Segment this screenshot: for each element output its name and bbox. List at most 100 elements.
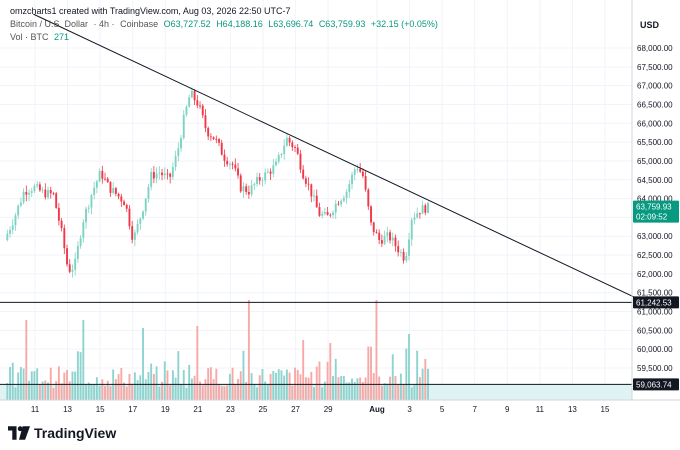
- symbol-legend[interactable]: Bitcoin / U.S. Dollar · 4h · Coinbase O6…: [10, 18, 441, 30]
- candle-body: [394, 237, 397, 247]
- volume-bar: [280, 370, 283, 400]
- volume-bar: [131, 383, 134, 400]
- y-tick-label: 68,000.00: [637, 44, 673, 53]
- tradingview-logo[interactable]: TradingView: [8, 425, 116, 441]
- volume-bar: [424, 358, 427, 400]
- volume-bar: [19, 367, 22, 400]
- volume-bar: [152, 373, 155, 400]
- volume-bar: [416, 350, 419, 400]
- candle-body: [370, 206, 372, 223]
- candle-body: [397, 246, 400, 253]
- x-tick-label: 21: [193, 405, 202, 414]
- candle-body: [408, 239, 410, 256]
- volume-bar: [142, 328, 144, 400]
- volume-legend[interactable]: Vol · BTC 271: [10, 31, 72, 43]
- volume-bar: [30, 371, 33, 400]
- volume-bar: [6, 383, 9, 400]
- drawn-lines[interactable]: [0, 13, 642, 385]
- volume-bar: [345, 382, 348, 400]
- volume-bar: [334, 358, 337, 400]
- candle-body: [188, 97, 191, 107]
- candle-body: [47, 190, 49, 198]
- candle-body: [49, 190, 52, 194]
- x-tick-label: Aug: [369, 405, 385, 414]
- volume-bar: [418, 377, 421, 400]
- horizontal-line-tag-label: 61,242.53: [636, 298, 672, 307]
- price-axis[interactable]: 68,000.00 67,500.00 67,000.00 66,500.00 66,0…: [637, 44, 673, 373]
- volume-bar: [332, 376, 334, 400]
- volume-bar: [234, 383, 237, 400]
- volume-bar: [104, 385, 106, 400]
- volume-bar: [370, 346, 372, 400]
- tradingview-logo-icon: [8, 426, 30, 440]
- volume-bar: [359, 377, 362, 400]
- y-tick-label: 59,500.00: [637, 364, 673, 373]
- volume-bar: [11, 362, 14, 400]
- candle-body: [410, 219, 413, 240]
- candle-body: [348, 184, 351, 192]
- volume-bar: [57, 366, 60, 400]
- volume-bar: [33, 371, 36, 400]
- candle-body: [378, 232, 381, 241]
- volume-bar: [310, 371, 313, 400]
- volume-bar: [174, 377, 177, 400]
- x-tick-label: 17: [128, 405, 137, 414]
- volume-bar: [190, 378, 193, 400]
- candle-body: [258, 177, 261, 181]
- candle-body: [201, 105, 204, 116]
- candle-body: [421, 205, 424, 214]
- candle-body: [256, 177, 258, 184]
- candle-body: [226, 160, 229, 165]
- symbol-name[interactable]: Bitcoin / U.S. Dollar: [10, 19, 89, 29]
- candle-body: [30, 191, 33, 193]
- y-tick-label: 66,000.00: [637, 119, 673, 128]
- y-tick-label: 64,000.00: [637, 195, 673, 204]
- time-axis[interactable]: 11 13 15 17 19 21 23 25 27 29 Aug 3 5 7 9 11 13 15: [31, 405, 610, 414]
- candle-body: [359, 168, 362, 172]
- candle-body: [44, 189, 47, 198]
- y-tick-label: 63,000.00: [637, 232, 673, 241]
- volume-bar: [147, 372, 150, 400]
- volume-bar: [204, 379, 207, 400]
- trendline[interactable]: [33, 13, 642, 301]
- volume-bar: [372, 373, 375, 400]
- volume-bar: [79, 352, 82, 400]
- x-tick-label: 3: [407, 405, 412, 414]
- volume-bar: [171, 370, 174, 400]
- volume-bar: [353, 382, 356, 400]
- candle-body: [166, 173, 169, 175]
- volume-bar: [351, 378, 353, 400]
- candle-body: [283, 145, 286, 155]
- y-tick-label: 60,000.00: [637, 345, 673, 354]
- candle-body: [334, 203, 337, 213]
- candlesticks: [6, 87, 429, 278]
- volume-bar: [318, 361, 321, 400]
- candle-body: [220, 142, 223, 155]
- volume-bar: [340, 376, 343, 400]
- volume-bar: [109, 386, 112, 400]
- candle-body: [38, 184, 41, 191]
- y-tick-label: 61,000.00: [637, 308, 673, 317]
- tradingview-logo-text: TradingView: [34, 425, 117, 441]
- candle-body: [14, 215, 17, 226]
- volume-bar: [128, 373, 131, 400]
- candle-body: [326, 212, 329, 215]
- volume-bar: [201, 385, 204, 400]
- volume-bar: [98, 385, 101, 400]
- volume-bar: [85, 384, 87, 400]
- volume-bar: [258, 375, 261, 400]
- x-tick-label: 29: [324, 405, 333, 414]
- candle-body: [190, 90, 193, 98]
- y-tick-label: 61,500.00: [637, 289, 673, 298]
- candle-body: [402, 251, 405, 261]
- volume-bar: [14, 387, 17, 400]
- volume-bar: [47, 382, 49, 400]
- candle-body: [285, 137, 288, 146]
- candle-body: [133, 232, 136, 240]
- x-tick-label: 11: [31, 405, 40, 414]
- candle-body: [250, 185, 253, 195]
- volume-label[interactable]: Vol · BTC: [10, 32, 49, 42]
- volume-bar: [272, 371, 275, 400]
- candle-body: [266, 171, 269, 173]
